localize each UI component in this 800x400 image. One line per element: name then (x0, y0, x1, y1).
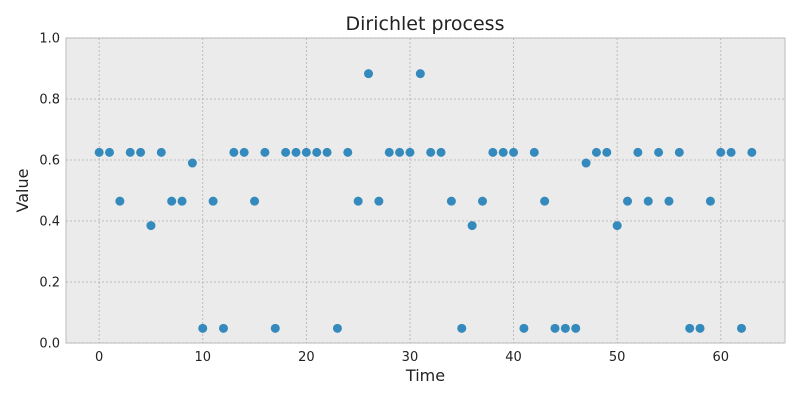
x-tick-label: 10 (194, 350, 211, 365)
x-tick-label: 30 (402, 350, 419, 365)
data-point (726, 147, 736, 157)
x-axis-ticks: 0 10 20 30 40 50 60 (95, 350, 729, 365)
data-point (146, 221, 156, 231)
y-tick-label: 0.4 (39, 215, 60, 230)
data-point (716, 147, 726, 157)
y-tick-label: 0.8 (39, 93, 60, 108)
y-tick-label: 0.2 (39, 276, 60, 291)
data-point (395, 147, 405, 157)
data-point (426, 147, 436, 157)
data-point (612, 221, 622, 231)
data-point (187, 158, 197, 168)
y-axis-ticks: 0.0 0.2 0.4 0.6 0.8 1.0 (39, 32, 60, 352)
data-point (177, 196, 187, 206)
data-point (364, 69, 374, 79)
data-point (736, 323, 746, 333)
plot-area (65, 37, 786, 344)
data-points (94, 69, 757, 333)
x-tick-label: 40 (505, 350, 522, 365)
x-tick-label: 50 (609, 350, 626, 365)
data-point (602, 147, 612, 157)
data-point (156, 147, 166, 157)
x-axis-label: Time (405, 366, 445, 385)
y-tick-label: 1.0 (39, 32, 60, 47)
x-tick-label: 20 (298, 350, 315, 365)
y-axis-label: Value (13, 169, 32, 213)
data-point (250, 196, 260, 206)
data-point (633, 147, 643, 157)
data-point (571, 323, 581, 333)
data-point (529, 147, 539, 157)
data-point (488, 147, 498, 157)
data-point (136, 147, 146, 157)
data-point (560, 323, 570, 333)
data-point (291, 147, 301, 157)
data-point (705, 196, 715, 206)
x-tick-label: 0 (95, 350, 103, 365)
data-point (301, 147, 311, 157)
data-point (477, 196, 487, 206)
data-point (685, 323, 695, 333)
data-point (332, 323, 342, 333)
grid-lines (66, 37, 785, 344)
data-point (643, 196, 653, 206)
data-point (457, 323, 467, 333)
data-point (343, 147, 353, 157)
y-tick-label: 0.6 (39, 154, 60, 169)
data-point (105, 147, 115, 157)
data-point (229, 147, 239, 157)
data-point (498, 147, 508, 157)
data-point (540, 196, 550, 206)
data-point (374, 196, 384, 206)
data-point (115, 196, 125, 206)
data-point (550, 323, 560, 333)
data-point (664, 196, 674, 206)
data-point (654, 147, 664, 157)
data-point (208, 196, 218, 206)
data-point (270, 323, 280, 333)
data-point (591, 147, 601, 157)
data-point (623, 196, 633, 206)
data-point (747, 147, 757, 157)
data-point (695, 323, 705, 333)
data-point (260, 147, 270, 157)
data-point (94, 147, 104, 157)
data-point (674, 147, 684, 157)
y-tick-label: 0.0 (39, 337, 60, 352)
data-point (405, 147, 415, 157)
data-point (312, 147, 322, 157)
data-point (519, 323, 529, 333)
data-point (353, 196, 363, 206)
data-point (384, 147, 394, 157)
data-point (198, 323, 208, 333)
data-point (415, 69, 425, 79)
x-tick-label: 60 (712, 350, 729, 365)
data-point (509, 147, 519, 157)
data-point (467, 221, 477, 231)
data-point (125, 147, 135, 157)
data-point (446, 196, 456, 206)
data-point (281, 147, 291, 157)
data-point (436, 147, 446, 157)
data-point (167, 196, 177, 206)
data-point (581, 158, 591, 168)
data-point (239, 147, 249, 157)
data-point (322, 147, 332, 157)
data-point (218, 323, 228, 333)
chart-title: Dirichlet process (346, 13, 505, 35)
